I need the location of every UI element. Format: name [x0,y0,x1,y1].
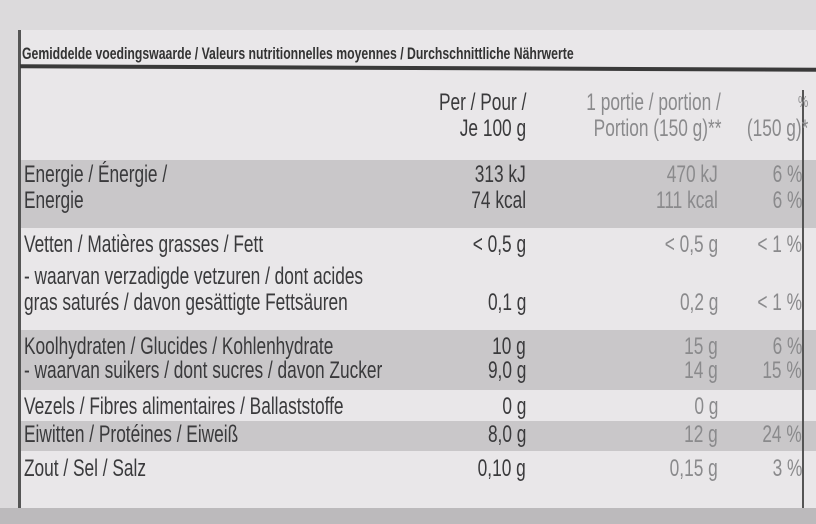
row-8-label: Eiwitten / Protéines / Eiweiß [24,421,239,448]
row-9-pct: 3 % [772,455,802,482]
col-portion-header-2: Portion (150 g)** [593,115,721,142]
row-4-portion: 0,2 g [679,289,718,316]
row-4-pct: < 1 % [757,289,802,316]
col-pct-header-1: % [797,94,808,111]
row-7-portion: 0 g [693,393,718,420]
col-pct-header-2: (150 g)* [746,115,808,142]
band-protein [21,421,816,451]
row-9-label: Zout / Sel / Salz [24,455,146,482]
row-1-pct: 6 % [772,187,802,214]
row-1-portion: 111 kcal [656,187,718,214]
col-per100-header-1: Per / Pour / [438,89,526,116]
label-border [802,90,804,510]
row-3-label: - waarvan verzadigde vetzuren / dont aci… [24,263,364,290]
row-8-per100: 8,0 g [487,421,526,448]
row-2-label: Vetten / Matières grasses / Fett [24,231,264,258]
row-1-per100: 74 kcal [471,187,526,214]
row-2-per100: < 0,5 g [472,231,526,258]
row-2-portion: < 0,5 g [664,231,718,258]
row-6-portion: 14 g [684,357,718,384]
row-7-label: Vezels / Fibres alimentaires / Ballastst… [24,393,344,420]
row-4-per100: 0,1 g [487,289,526,316]
row-0-label: Energie / Énergie / [24,161,168,188]
row-5-per100: 10 g [492,333,526,360]
row-5-portion: 15 g [684,333,718,360]
row-6-per100: 9,0 g [487,357,526,384]
row-9-per100: 0,10 g [477,455,526,482]
row-8-pct: 24 % [762,421,802,448]
table-title: Gemiddelde voedingswaarde / Valeurs nutr… [22,44,574,63]
band-carbs [21,330,816,390]
container-edge [0,508,816,524]
row-6-pct: 15 % [762,357,802,384]
col-portion-header-1: 1 portie / portion / [586,89,721,116]
row-8-portion: 12 g [684,421,718,448]
row-0-per100: 313 kJ [475,161,526,188]
row-6-label: - waarvan suikers / dont sucres / davon … [24,357,383,384]
band-energy [21,160,816,228]
row-0-pct: 6 % [772,161,802,188]
col-per100-header-2: Je 100 g [459,115,526,142]
row-9-portion: 0,15 g [669,455,718,482]
row-7-per100: 0 g [501,393,526,420]
row-5-pct: 6 % [772,333,802,360]
row-0-portion: 470 kJ [667,161,718,188]
row-2-pct: < 1 % [757,231,802,258]
row-4-label: gras saturés / davon gesättigte Fettsäur… [24,289,348,316]
row-5-label: Koolhydraten / Glucides / Kohlenhydrate [24,333,334,360]
row-1-label: Energie [24,187,84,214]
